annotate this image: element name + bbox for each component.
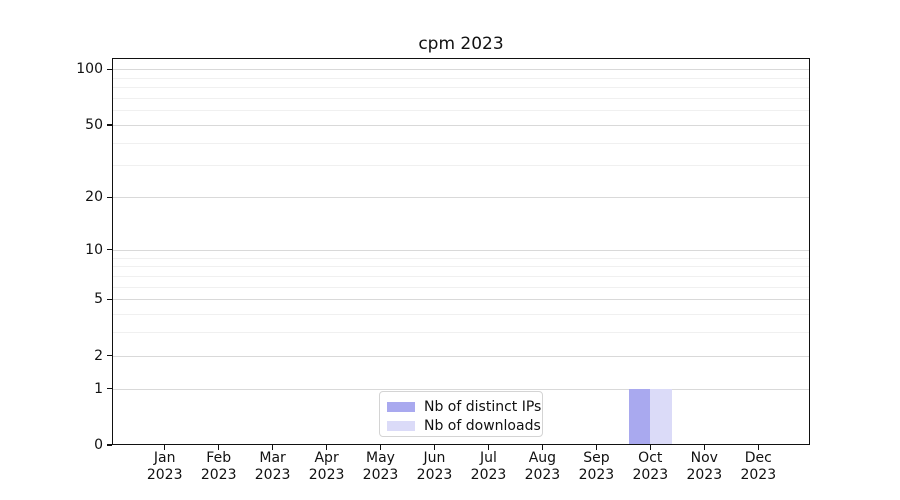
gridline-minor-70 bbox=[112, 98, 810, 99]
gridline-minor-4 bbox=[112, 314, 810, 315]
x-tick-label-dec-2023: Dec 2023 bbox=[740, 450, 777, 483]
x-tick-mark-jan-2023 bbox=[164, 445, 166, 450]
x-tick-label-feb-2023: Feb 2023 bbox=[200, 450, 237, 483]
x-tick-label-jan-2023: Jan 2023 bbox=[146, 450, 183, 483]
y-tick-label-5: 5 bbox=[94, 291, 103, 308]
x-tick-mark-feb-2023 bbox=[218, 445, 220, 450]
x-tick-label-apr-2023: Apr 2023 bbox=[308, 450, 345, 483]
gridline-major-100 bbox=[112, 69, 810, 71]
gridline-major-5 bbox=[112, 299, 810, 301]
y-tick-mark-50 bbox=[107, 124, 112, 126]
legend-label-distinct-ips: Nb of distinct IPs bbox=[424, 399, 542, 415]
x-tick-label-sep-2023: Sep 2023 bbox=[578, 450, 615, 483]
gridline-major-2 bbox=[112, 355, 810, 357]
gridline-minor-3 bbox=[112, 332, 810, 334]
gridline-major-10 bbox=[112, 249, 810, 251]
legend-swatch-downloads bbox=[387, 421, 415, 431]
chart-title: cpm 2023 bbox=[418, 34, 504, 54]
bar-downloads-oct-2023 bbox=[650, 388, 672, 445]
x-tick-mark-may-2023 bbox=[379, 445, 382, 450]
x-tick-label-may-2023: May 2023 bbox=[362, 450, 399, 483]
gridline-minor-8 bbox=[112, 266, 810, 268]
gridline-major-50 bbox=[112, 124, 810, 126]
y-tick-mark-0 bbox=[107, 444, 112, 446]
y-tick-label-0: 0 bbox=[94, 437, 103, 453]
gridline-minor-30 bbox=[112, 165, 810, 167]
y-tick-mark-2 bbox=[107, 355, 112, 357]
y-tick-label-20: 20 bbox=[85, 189, 103, 206]
y-tick-mark-5 bbox=[107, 298, 112, 300]
x-tick-mark-aug-2023 bbox=[541, 445, 544, 450]
y-tick-label-1: 1 bbox=[94, 380, 103, 397]
y-tick-mark-20 bbox=[107, 196, 112, 198]
y-tick-label-50: 50 bbox=[85, 116, 103, 133]
y-tick-mark-100 bbox=[107, 68, 112, 70]
x-tick-label-aug-2023: Aug 2023 bbox=[524, 450, 561, 483]
gridline-minor-40 bbox=[112, 142, 810, 144]
legend-swatch-distinct-ips bbox=[387, 402, 415, 412]
x-tick-mark-apr-2023 bbox=[326, 445, 328, 450]
gridline-minor-60 bbox=[112, 110, 810, 112]
bar-distinct-ips-oct-2023 bbox=[628, 388, 651, 445]
plot-area: Nb of distinct IPs Nb of downloads bbox=[112, 58, 810, 445]
legend-label-downloads: Nb of downloads bbox=[424, 418, 541, 434]
x-tick-label-nov-2023: Nov 2023 bbox=[686, 450, 723, 483]
x-tick-mark-jun-2023 bbox=[433, 445, 436, 450]
legend-item-downloads: Nb of downloads bbox=[387, 417, 542, 435]
gridline-minor-6 bbox=[112, 286, 810, 288]
x-tick-label-jun-2023: Jun 2023 bbox=[416, 450, 453, 483]
x-tick-mark-nov-2023 bbox=[703, 445, 705, 450]
gridline-major-20 bbox=[112, 197, 810, 199]
axes-frame bbox=[112, 58, 810, 445]
x-tick-label-oct-2023: Oct 2023 bbox=[632, 450, 669, 483]
x-tick-mark-dec-2023 bbox=[757, 445, 759, 450]
gridline-major-1 bbox=[112, 388, 810, 390]
gridline-minor-7 bbox=[112, 275, 810, 277]
x-tick-mark-jul-2023 bbox=[487, 445, 490, 450]
legend: Nb of distinct IPs Nb of downloads bbox=[379, 391, 543, 437]
x-tick-label-jul-2023: Jul 2023 bbox=[470, 450, 507, 483]
y-tick-mark-10 bbox=[107, 249, 112, 251]
x-tick-mark-oct-2023 bbox=[649, 445, 651, 450]
x-tick-label-mar-2023: Mar 2023 bbox=[254, 450, 291, 483]
y-tick-label-2: 2 bbox=[94, 347, 103, 364]
x-tick-mark-sep-2023 bbox=[595, 445, 598, 450]
y-tick-label-10: 10 bbox=[85, 241, 103, 258]
y-tick-mark-1 bbox=[107, 388, 112, 390]
gridline-minor-80 bbox=[112, 87, 810, 89]
legend-item-distinct-ips: Nb of distinct IPs bbox=[387, 398, 542, 416]
gridline-minor-90 bbox=[112, 77, 810, 79]
x-tick-mark-mar-2023 bbox=[272, 445, 274, 450]
y-tick-label-100: 100 bbox=[76, 61, 103, 78]
gridline-minor-9 bbox=[112, 257, 810, 259]
